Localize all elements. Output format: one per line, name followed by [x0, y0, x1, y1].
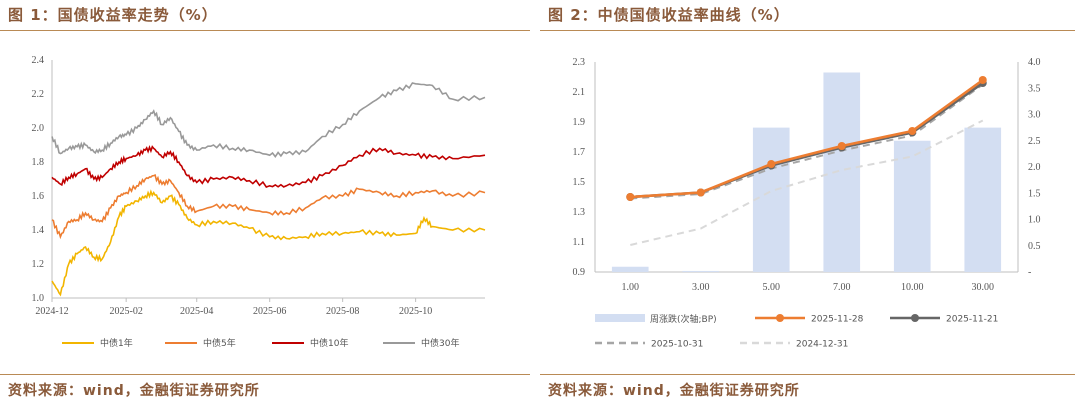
- legend-swatch-bars: [595, 314, 645, 322]
- y2-tick-label: 4.0: [1028, 57, 1041, 68]
- bond-yield-trend-chart: 1.0 1.2 1.4 1.6 1.8 2.0 2.2 2.4 2024-12 2025-02 20…: [32, 55, 486, 349]
- y-tick-label: 1.1: [573, 237, 586, 248]
- weekly-change-bar-3: [752, 127, 790, 272]
- right-source-rule: [540, 374, 1075, 375]
- curve-point-2025-11-28: [837, 142, 846, 150]
- legend-label-1: 中债1年: [100, 337, 133, 349]
- legend-label-2025-10-31: 2025-10-31: [651, 340, 703, 350]
- curve-point-2025-11-28: [767, 160, 776, 168]
- legend-label-2025-11-28: 2025-11-28: [811, 315, 864, 325]
- legend: 周涨跌(次轴;BP) 2025-11-28 2025-11-21 2025-10-31…: [595, 313, 998, 350]
- series-line-3: [51, 144, 486, 188]
- y-tick-label: 1.9: [573, 117, 586, 128]
- y-tick-label: 2.4: [32, 55, 45, 66]
- left-figure-source: 资料来源：wind，金融街证券研究所: [8, 383, 260, 399]
- y-tick-label: 1.3: [573, 207, 586, 218]
- left-source-rule: [0, 374, 530, 375]
- y-tick-label: 1.7: [573, 147, 586, 158]
- weekly-change-bar-4: [823, 72, 861, 272]
- y2-tick-label: 2.5: [1028, 136, 1041, 147]
- y-tick-label: 1.5: [573, 177, 586, 188]
- yield-curve-chart: 0.9 1.1 1.3 1.5 1.7 1.9 2.1 2.3 - 0.5 1.0 1.5 2.0 2.5…: [573, 57, 1041, 350]
- right-figure-title: 图 2：中债国债收益率曲线（%）: [548, 6, 790, 24]
- y-tick-label: 1.4: [32, 225, 45, 236]
- right-figure-panel: 图 2：中债国债收益率曲线（%） 0.9 1.1 1.3 1.5 1.7 1.9 2.1 2.…: [540, 0, 1075, 406]
- x-tick-label: 2025-10: [399, 306, 432, 317]
- series-line-4: [51, 82, 486, 158]
- y-tick-label: 2.3: [573, 57, 586, 68]
- x-tick-label: 7.00: [833, 282, 851, 293]
- x-tick-label: 2025-08: [326, 306, 359, 317]
- legend-marker-2025-11-28: [776, 314, 784, 322]
- x-tick-label: 3.00: [692, 282, 710, 293]
- series-line-2: [51, 174, 486, 240]
- y-tick-label: 0.9: [573, 267, 586, 278]
- legend-label-2025-11-21: 2025-11-21: [946, 315, 998, 325]
- y2-tick-label: 2.0: [1028, 162, 1041, 173]
- curve-line-2025-11-28: [630, 78, 984, 199]
- x-tick-label: 10.00: [901, 282, 924, 293]
- right-title-rule: [540, 30, 1075, 31]
- legend: 中债1年 中债5年 中债10年 中债30年: [62, 337, 459, 349]
- right-figure-source: 资料来源：wind，金融街证券研究所: [548, 383, 800, 399]
- weekly-change-bar-1: [611, 266, 649, 272]
- curve-point-2025-11-28: [696, 188, 705, 197]
- weekly-change-bar-5: [893, 140, 931, 272]
- curve-point-2025-11-28: [908, 127, 917, 135]
- y-tick-label: 1.2: [32, 259, 45, 270]
- x-tick-label: 2025-04: [180, 306, 213, 317]
- legend-label-3: 中债10年: [310, 337, 348, 349]
- legend-label-2: 中债5年: [203, 337, 236, 349]
- y-tick-label: 1.6: [32, 191, 45, 202]
- curve-line-2024-12-31: [630, 119, 984, 246]
- curve-point-2025-11-28: [978, 76, 987, 84]
- legend-marker-2025-11-21: [911, 314, 919, 322]
- y-tick-label: 2.0: [32, 123, 45, 134]
- curve-line-2025-10-31: [630, 83, 984, 200]
- x-tick-label: 5.00: [763, 282, 781, 293]
- y2-tick-label: 3.5: [1028, 83, 1041, 94]
- weekly-change-bar-6: [964, 127, 1002, 272]
- weekly-change-bar-2: [682, 270, 720, 272]
- x-tick-label: 2025-02: [109, 306, 142, 317]
- y-tick-label: 2.1: [573, 87, 586, 98]
- legend-label-2024-12-31: 2024-12-31: [796, 340, 848, 350]
- y2-tick-label: 1.5: [1028, 188, 1041, 199]
- y-tick-label: 2.2: [32, 89, 45, 100]
- x-tick-label: 1.00: [622, 282, 640, 293]
- y-tick-label: 1.0: [32, 293, 45, 304]
- y2-tick-label: 0.5: [1028, 241, 1041, 252]
- y-tick-label: 1.8: [32, 157, 45, 168]
- x-tick-label: 30.00: [972, 282, 995, 293]
- x-tick-label: 2025-06: [253, 306, 286, 317]
- series-line-1: [51, 189, 486, 297]
- y2-tick-label: 3.0: [1028, 110, 1041, 121]
- y2-tick-label: 1.0: [1028, 215, 1041, 226]
- y2-tick-label: -: [1028, 267, 1031, 278]
- left-figure-title: 图 1：国债收益率走势（%）: [8, 6, 218, 24]
- left-title-rule: [0, 30, 530, 31]
- left-figure-panel: 图 1：国债收益率走势（%） 1.0 1.2 1.4 1.6 1.8 2.0 2.2 2.4 2…: [0, 0, 530, 406]
- x-tick-label: 2024-12: [35, 306, 68, 317]
- legend-label-4: 中债30年: [421, 337, 459, 349]
- legend-label-bars: 周涨跌(次轴;BP): [650, 313, 717, 325]
- curve-point-2025-11-28: [626, 193, 635, 201]
